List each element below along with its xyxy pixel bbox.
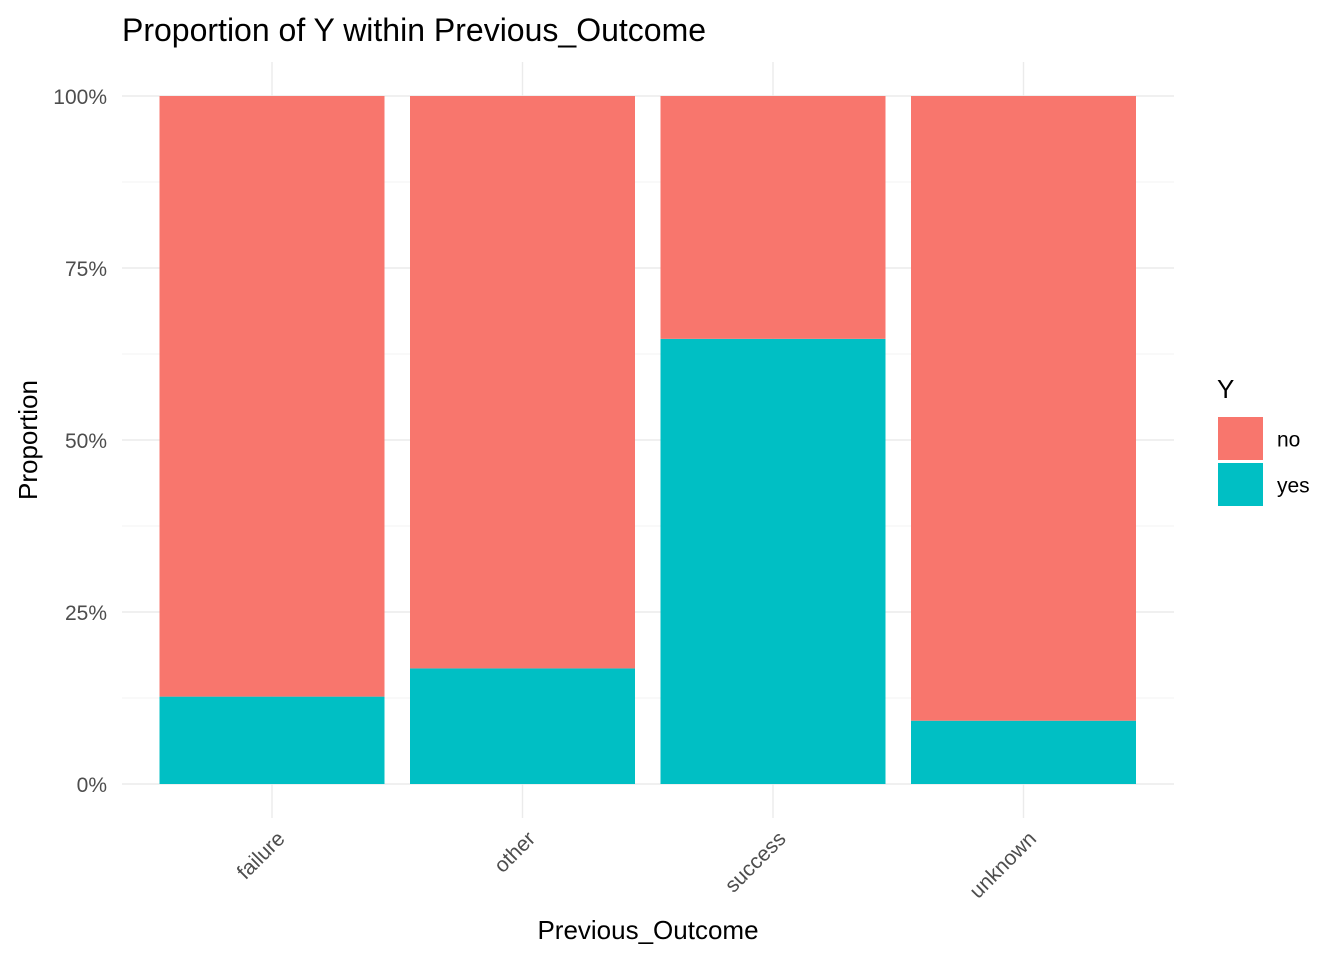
- legend: Y no yes: [1217, 374, 1310, 506]
- y-tick-label: 0%: [77, 774, 107, 797]
- bar-yes-other: [410, 668, 635, 784]
- x-tick-label: other: [490, 827, 540, 877]
- bar-no-other: [410, 96, 635, 669]
- y-tick-label: 25%: [65, 602, 107, 625]
- y-axis-ticks: 0% 25% 50% 75% 100%: [53, 86, 107, 797]
- x-axis-title: Previous_Outcome: [537, 915, 758, 945]
- x-tick-label: success: [721, 827, 791, 897]
- legend-label-no: no: [1277, 429, 1300, 452]
- x-tick-label: unknown: [965, 827, 1041, 903]
- y-tick-label: 50%: [65, 430, 107, 453]
- chart-title: Proportion of Y within Previous_Outcome: [122, 12, 706, 48]
- y-axis-title: Proportion: [13, 380, 43, 500]
- legend-title: Y: [1217, 374, 1234, 404]
- y-tick-label: 100%: [53, 86, 107, 109]
- legend-key-yes: [1218, 463, 1263, 506]
- y-tick-label: 75%: [65, 258, 107, 281]
- bar-yes-unknown: [911, 720, 1136, 784]
- bar-yes-success: [660, 338, 886, 784]
- bar-no-success: [660, 96, 886, 339]
- bars: [159, 96, 1136, 784]
- bar-no-unknown: [911, 96, 1136, 721]
- x-axis-ticks: failure other success unknown: [233, 827, 1041, 903]
- x-tick-label: failure: [233, 827, 290, 884]
- bar-yes-failure: [159, 696, 385, 784]
- legend-label-yes: yes: [1277, 475, 1310, 498]
- bar-no-failure: [159, 96, 385, 697]
- legend-key-no: [1218, 417, 1263, 460]
